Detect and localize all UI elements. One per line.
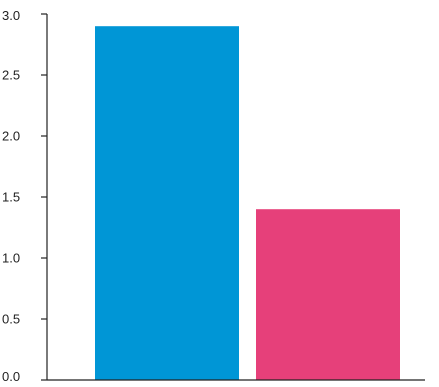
bar-2 [256,209,400,380]
y-tick-label: 3.0 [2,8,20,23]
y-tick-label: 1.0 [2,251,20,266]
y-tick-label: 0.5 [2,312,20,327]
bars [95,26,400,380]
y-tick-label: 0.0 [2,369,20,384]
y-axis-ticks: 0.0 0.5 1.0 1.5 2.0 2.5 3.0 [2,8,47,384]
y-tick-label: 2.0 [2,129,20,144]
y-tick-label: 1.5 [2,190,20,205]
y-tick-label: 2.5 [2,68,20,83]
bar-1 [95,26,239,380]
